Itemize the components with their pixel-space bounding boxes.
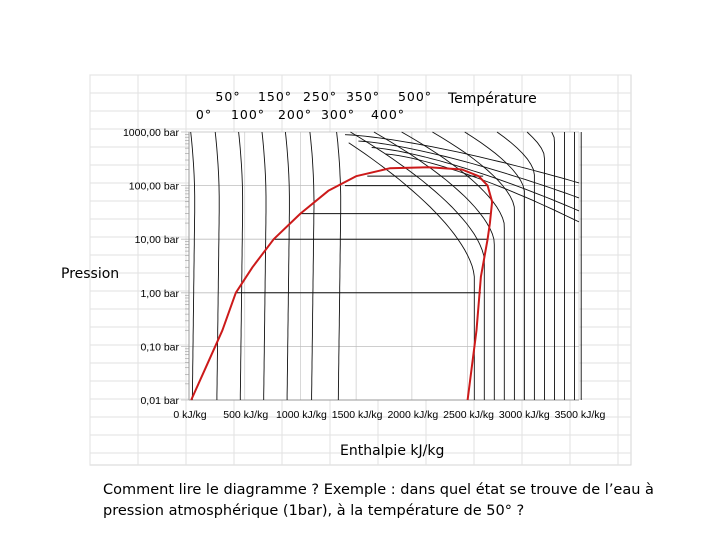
isotherm-line (350, 131, 485, 400)
isotherm-labels: 0°50° 100° 150° 200° 250° 300° 350° 400° 500° (196, 89, 432, 122)
isotherm-line (373, 131, 495, 400)
y-tick-label: 100,00 bar (129, 181, 180, 193)
isotherm-temp-label: 200° (278, 107, 312, 122)
isotherm-temp-label: 150° (258, 89, 292, 104)
plot-area (189, 132, 579, 400)
isotherm-temp-label: 0° (196, 107, 212, 122)
isotherm-line (284, 131, 290, 400)
isotherm-temp-label: 500° (398, 89, 432, 104)
isotherm-temp-label: 250° (303, 89, 337, 104)
y-tick-label: 10,00 bar (135, 234, 180, 246)
y-tick-label: 0,01 bar (140, 395, 179, 407)
y-axis-label: Pression (61, 266, 119, 282)
x-tick-label: 2500 kJ/kg (443, 409, 494, 421)
isotherm-line (526, 131, 545, 400)
x-tick-label: 500 kJ/kg (223, 409, 268, 421)
y-tick-label: 0,10 bar (140, 341, 179, 353)
x-tick-label: 2000 kJ/kg (387, 409, 438, 421)
question-text: Comment lire le diagramme ? Exemple : da… (103, 482, 654, 519)
isotherm-temp-label: 50° (215, 89, 240, 104)
isotherm-line (358, 140, 580, 199)
isotherm-line (309, 131, 315, 400)
isotherm-line (344, 134, 580, 184)
x-tick-label: 3500 kJ/kg (555, 409, 606, 421)
x-tick-label: 0 kJ/kg (173, 409, 206, 421)
isobar-lines (235, 175, 490, 294)
isotherm-line (464, 131, 525, 400)
y-tick-label: 1,00 bar (140, 288, 179, 300)
isotherm-line (214, 131, 220, 400)
isotherm-line (496, 131, 535, 400)
isotherm-line (238, 131, 244, 400)
isotherm-line (401, 131, 505, 400)
saturation-curve (190, 166, 494, 401)
x-tick-label: 1500 kJ/kg (332, 409, 383, 421)
isotherm-temp-label: 350° (346, 89, 380, 104)
x-tick-label: 1000 kJ/kg (276, 409, 327, 421)
isotherm-axis-label: Température (447, 91, 537, 107)
plot-gridlines (181, 131, 580, 401)
isotherm-curves (190, 131, 582, 401)
x-tick-labels: 0 kJ/kg 500 kJ/kg 1000 kJ/kg 1500 kJ/kg 2000… (173, 409, 605, 421)
y-tick-label: 1000,00 bar (123, 127, 180, 139)
y-tick-labels: 1000,00 bar 100,00 bar 10,00 bar 1,00 bar 0,… (123, 127, 180, 407)
x-axis-label: Enthalpie kJ/kg (340, 443, 444, 459)
x-tick-label: 3000 kJ/kg (499, 409, 550, 421)
isotherm-line (190, 131, 196, 401)
isotherm-temp-label: 400° (371, 107, 405, 122)
isotherm-temp-label: 300° (321, 107, 355, 122)
saturation-dome (190, 166, 494, 401)
isotherm-line (336, 131, 342, 401)
isotherm-line (371, 147, 580, 212)
isotherm-line (551, 131, 555, 400)
isotherm-temp-label: 100° (231, 107, 265, 122)
isotherm-line (261, 131, 267, 400)
isotherm-line (432, 131, 515, 400)
